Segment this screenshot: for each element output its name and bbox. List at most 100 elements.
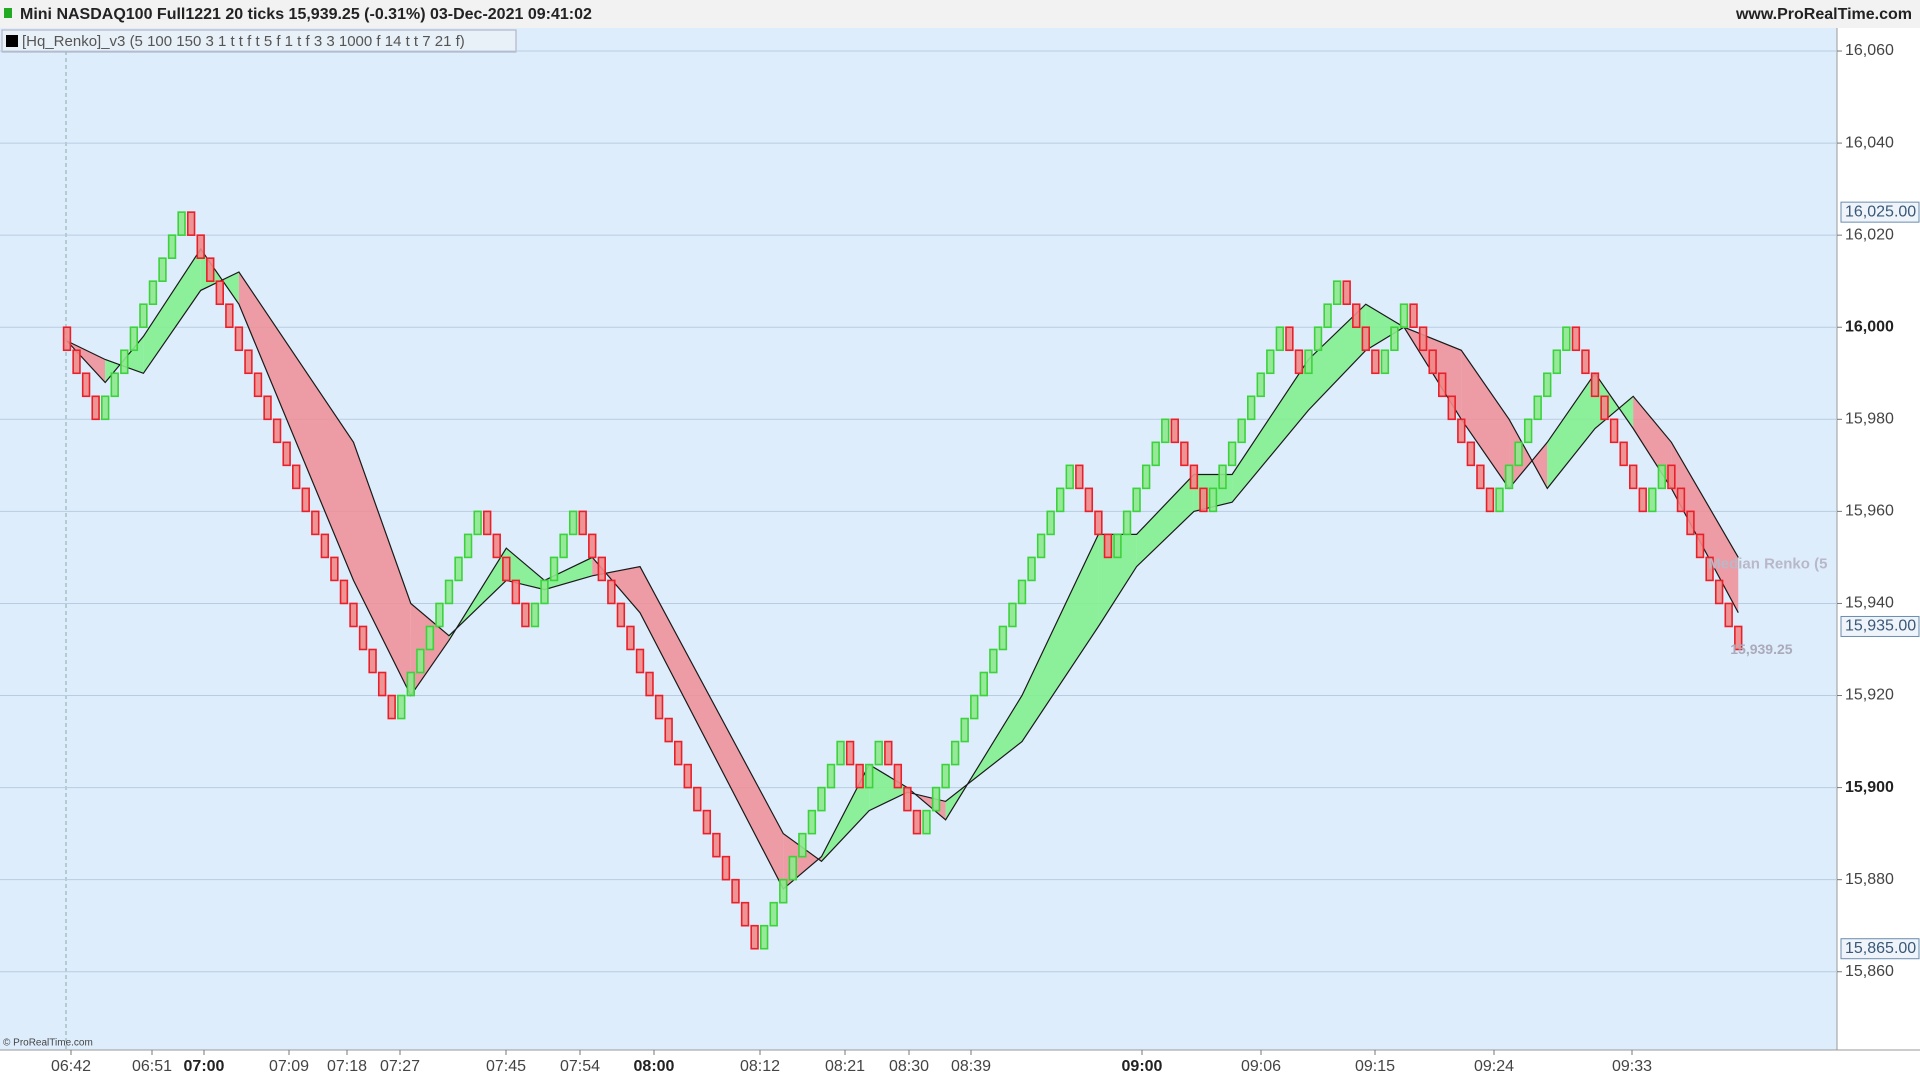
x-tick-label: 09:24 (1474, 1058, 1514, 1075)
x-tick-label: 09:00 (1122, 1058, 1163, 1075)
brick-down (588, 533, 597, 559)
band-fill (1509, 419, 1548, 489)
brick-up (836, 740, 845, 766)
brick-down (1638, 487, 1647, 513)
brick-down (731, 878, 740, 904)
brick-down (492, 533, 501, 559)
brick-down (482, 510, 492, 536)
brick-up (1552, 349, 1562, 375)
x-tick-label: 08:12 (740, 1058, 780, 1075)
median-label: Median Renko (5 (1708, 555, 1827, 572)
band-fill (1461, 350, 1510, 489)
brick-up (1313, 326, 1323, 352)
brick-up (1008, 602, 1017, 628)
brick-up (941, 763, 950, 789)
header-bar (0, 0, 1920, 28)
brick-up (798, 832, 807, 858)
brick-up (979, 671, 989, 697)
brick-down (215, 280, 224, 306)
brick-down (1199, 487, 1208, 513)
y-tick-label: 15,980 (1845, 411, 1894, 428)
brick-down (635, 648, 645, 674)
y-tick-label: 15,860 (1845, 963, 1894, 980)
brick-up (1533, 395, 1542, 421)
brick-down (626, 625, 635, 651)
brick-up (788, 855, 798, 881)
brick-up (1247, 395, 1256, 421)
brick-down (1695, 533, 1705, 559)
brick-down (368, 648, 377, 674)
brick-up (1304, 349, 1313, 375)
brick-down (683, 763, 692, 789)
brick-up (1657, 464, 1667, 490)
band-fill (143, 248, 201, 374)
brick-down (1629, 464, 1638, 490)
brick-up (540, 579, 549, 605)
brick-up (549, 556, 559, 582)
x-tick-label: 07:45 (486, 1058, 526, 1075)
band-fill (1022, 534, 1099, 742)
indicator-box (1, 29, 517, 53)
brick-down (693, 786, 702, 812)
band-fill (506, 548, 545, 590)
brick-up (874, 740, 883, 766)
brick-up (1161, 418, 1170, 444)
brick-down (72, 349, 81, 375)
brick-down (893, 763, 903, 789)
brick-up (769, 901, 778, 927)
brick-down (750, 924, 759, 950)
x-tick-label: 09:33 (1612, 1058, 1652, 1075)
brick-down (1428, 349, 1437, 375)
brick-down (1590, 372, 1600, 398)
brick-down (1457, 418, 1466, 444)
x-tick-label: 07:09 (269, 1058, 309, 1075)
band-line (66, 271, 1739, 863)
indicator-label: [Hq_Renko]_v3 (5 100 150 3 1 t t f t 5 f… (22, 33, 465, 50)
brick-down (1676, 487, 1686, 513)
brick-down (1170, 418, 1180, 444)
price-marker-label: 15,935.00 (1845, 618, 1916, 635)
brick-down (1705, 556, 1714, 582)
band-line (66, 247, 1739, 890)
plot-area (0, 28, 1837, 1050)
brick-down (1371, 349, 1380, 375)
brick-down (664, 717, 673, 743)
brick-down (1447, 395, 1456, 421)
brick-down (1667, 464, 1676, 490)
brick-up (826, 763, 836, 789)
brick-down (1180, 441, 1189, 467)
brick-up (129, 326, 139, 352)
brick-up (416, 648, 425, 674)
brick-down (1075, 464, 1084, 490)
brick-down (1084, 487, 1094, 513)
band-fill (1365, 304, 1404, 351)
brick-up (1027, 556, 1036, 582)
brick-down (81, 372, 91, 398)
brick-up (1562, 326, 1571, 352)
brick-up (120, 349, 129, 375)
brick-down (349, 602, 358, 628)
brick-up (101, 395, 110, 421)
brick-down (1409, 303, 1418, 329)
band-fill (1547, 373, 1595, 489)
brick-down (1714, 579, 1724, 605)
brick-up (1390, 326, 1399, 352)
brick-down (721, 855, 731, 881)
brick-down (884, 740, 893, 766)
brick-up (568, 510, 578, 536)
brick-up (425, 625, 435, 651)
brick-up (1036, 533, 1046, 559)
copyright: © ProRealTime.com (3, 1038, 93, 1049)
x-tick-label: 08:00 (634, 1058, 675, 1075)
brick-up (1523, 418, 1533, 444)
x-tick-label: 06:51 (132, 1058, 172, 1075)
brick-up (1380, 349, 1390, 375)
brick-up (1266, 349, 1275, 375)
brick-up (779, 878, 788, 904)
x-tick-label: 09:15 (1355, 1058, 1395, 1075)
brick-up (1218, 464, 1227, 490)
brick-down (320, 533, 330, 559)
brick-up (1132, 487, 1141, 513)
y-tick-label: 15,900 (1845, 779, 1894, 796)
band-fill (544, 557, 593, 590)
